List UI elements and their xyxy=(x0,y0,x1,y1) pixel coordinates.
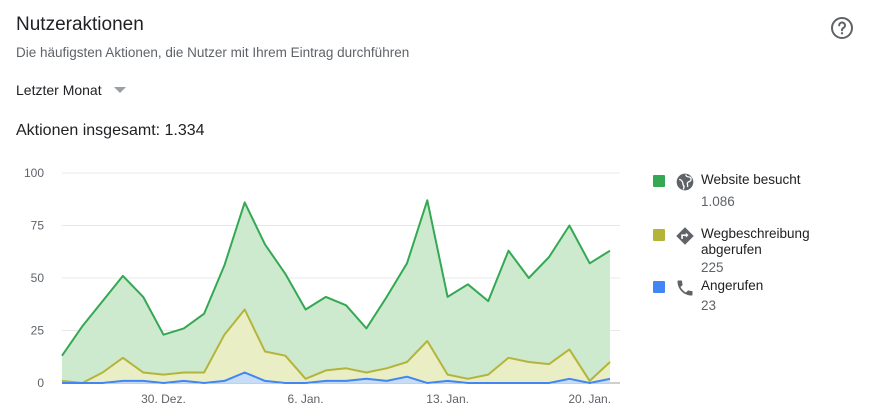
globe-icon xyxy=(676,173,694,191)
series-line xyxy=(62,371,611,384)
series-line xyxy=(61,199,611,357)
y-tick-label: 25 xyxy=(31,324,45,338)
legend-item-directions[interactable]: Wegbeschreibung abgerufen 225 xyxy=(650,224,865,276)
legend-swatch-website xyxy=(653,175,665,187)
dropdown-arrow-icon xyxy=(113,87,126,93)
card-subtitle: Die häufigsten Aktionen, die Nutzer mit … xyxy=(16,45,410,60)
legend-value-calls: 23 xyxy=(701,298,717,313)
legend-swatch-calls xyxy=(653,281,665,293)
help-icon[interactable] xyxy=(830,16,854,40)
total-actions: Aktionen insgesamt: 1.334 xyxy=(16,122,205,139)
legend-swatch-directions xyxy=(653,229,665,241)
series-line xyxy=(61,308,611,384)
period-label: Letzter Monat xyxy=(16,82,102,98)
x-tick-label: 30. Dez. xyxy=(141,392,186,406)
x-tick-label: 20. Jan. xyxy=(568,392,611,406)
phone-icon xyxy=(677,280,693,296)
legend-value-website: 1.086 xyxy=(701,194,735,209)
y-tick-label: 75 xyxy=(31,219,45,233)
legend-item-website[interactable]: Website besucht 1.086 xyxy=(650,170,865,210)
legend-item-calls[interactable]: Angerufen 23 xyxy=(650,276,865,316)
y-tick-label: 100 xyxy=(24,166,44,180)
period-dropdown[interactable]: Letzter Monat xyxy=(16,82,126,98)
x-tick-label: 13. Jan. xyxy=(426,392,469,406)
legend-label-directions: Wegbeschreibung abgerufen xyxy=(701,226,810,257)
actions-chart: 0 25 50 75 100 30. Dez. 6. Jan. 13. Jan. 20. Jan… xyxy=(24,166,620,406)
legend-value-directions: 225 xyxy=(701,260,724,275)
series-area xyxy=(62,200,610,383)
legend-label-website: Website besucht xyxy=(701,172,801,187)
y-tick-label: 0 xyxy=(37,376,44,390)
directions-icon xyxy=(676,227,694,245)
card-title: Nutzeraktionen xyxy=(16,14,144,35)
y-tick-label: 50 xyxy=(31,271,45,285)
legend-label-calls: Angerufen xyxy=(701,278,764,293)
series-area xyxy=(62,309,610,383)
x-tick-label: 6. Jan. xyxy=(288,392,324,406)
